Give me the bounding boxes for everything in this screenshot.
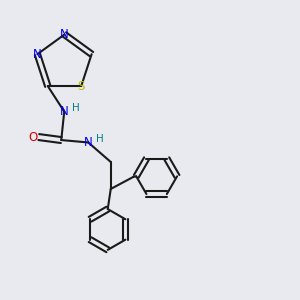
Text: H: H <box>72 103 80 113</box>
Text: N: N <box>60 28 69 41</box>
Text: N: N <box>33 48 42 61</box>
Text: S: S <box>78 80 85 93</box>
Text: N: N <box>60 105 69 118</box>
Text: N: N <box>84 136 93 149</box>
Text: O: O <box>29 130 38 144</box>
Text: H: H <box>96 134 104 144</box>
